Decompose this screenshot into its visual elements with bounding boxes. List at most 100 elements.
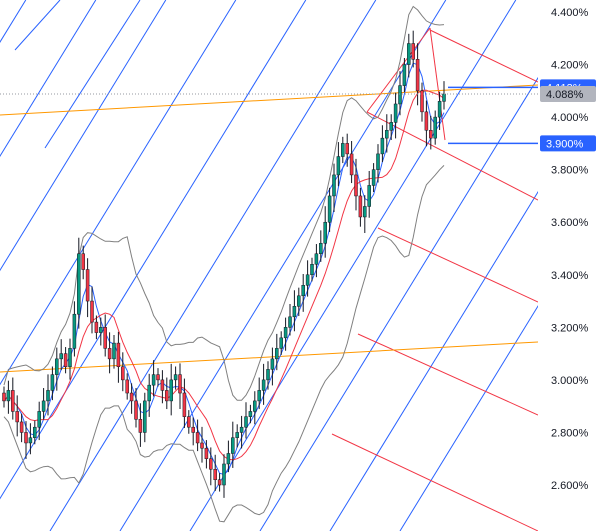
candle-body [402,64,407,86]
candle-body [415,59,420,92]
candle-body [19,421,24,433]
candle-body [420,90,424,113]
pitchfork-red-line[interactable] [429,29,538,83]
horizontal-lines[interactable] [0,86,538,145]
candle-body [429,130,433,139]
candle-body [393,103,398,123]
y-tick-label: 2.800% [551,427,589,439]
y-tick-label: 4.200% [551,60,589,72]
candle-body [235,432,239,438]
pitchfork-parallel-line[interactable] [49,0,377,531]
candle-body [319,242,323,255]
trendline[interactable] [0,341,538,373]
candle-body [327,195,332,223]
candle-body [178,374,182,394]
candle-body [156,374,160,381]
pitchfork-parallel-line[interactable] [0,0,97,531]
candle-body [195,432,200,444]
candle-body [28,437,33,444]
candle-body [147,384,151,402]
moving-average-line [3,62,445,476]
pitchfork-parallel-line[interactable] [0,0,237,531]
candle-body [336,156,341,176]
candle-body [143,400,147,433]
price-tag [540,135,596,152]
pitchfork-median-line[interactable] [366,27,431,113]
trendline[interactable] [0,84,538,116]
y-tick-label: 3.800% [551,165,589,177]
candle-body [349,153,354,176]
candle-body [151,374,156,386]
y-tick-label: 3.400% [551,270,589,282]
candle-body [345,143,349,155]
candle-body [11,390,15,412]
candle-body [367,185,371,207]
candle-body [191,426,195,433]
candle-body [231,437,235,454]
candle-body [15,411,19,423]
bollinger-lower-line [3,165,445,523]
candle-body [222,463,226,486]
pitchfork-parallel-line[interactable] [259,0,586,531]
candle-body [301,285,305,297]
candle-body [68,348,72,368]
candle-body [200,442,204,449]
candle-body [380,137,385,155]
price-tags: 4.113%4.088%3.900% [540,79,596,152]
candle-body [37,411,41,428]
candle-body [173,374,178,381]
pitchfork-red-line[interactable] [331,433,538,531]
pitchfork-line[interactable] [14,0,61,51]
candle-body [129,392,134,402]
candle-body [341,143,345,157]
candle-body [85,269,90,302]
candle-body [33,426,37,438]
pitchfork-parallel-line[interactable] [0,0,27,531]
candle-body [266,369,270,381]
candle-body [385,130,389,139]
pitchfork-line[interactable] [44,0,141,149]
candle-body [41,400,46,412]
pitchfork-red-line[interactable] [357,333,538,416]
candle-body [217,479,222,486]
candle-body [305,274,310,286]
candle-body [160,379,165,391]
candle-body [411,43,415,60]
candle-body [121,366,125,381]
y-tick-label: 3.000% [551,375,589,387]
candle-body [72,313,77,349]
bollinger-bands [3,5,445,523]
candle-body [358,195,363,218]
pitchfork-red-line[interactable] [377,227,538,303]
candle-body [376,153,380,170]
candle-body [354,174,358,197]
candle-body [323,221,327,244]
pitchfork-parallel-line[interactable] [189,0,517,531]
y-tick-label: 3.600% [551,217,589,229]
candlestick-series [2,30,446,498]
candle-body [107,348,112,360]
candle-body [187,416,191,428]
candle-body [314,253,319,265]
candle-body [279,337,283,349]
trendline-drawing[interactable] [0,84,538,373]
candle-body [275,348,279,360]
pitchfork-parallel-line[interactable] [399,0,603,531]
pitchfork-parallel-line[interactable] [0,0,307,531]
candle-body [257,390,261,402]
pitchfork-parallel-line[interactable] [0,0,167,531]
candle-body [6,390,11,402]
candle-body [112,342,116,360]
candle-body [407,43,411,65]
candle-body [424,111,429,131]
pitchfork-median-line[interactable] [429,27,446,141]
candle-body [103,327,107,349]
candle-body [310,264,314,276]
pitchfork-parallel-line[interactable] [119,0,447,531]
candle-body [297,295,301,307]
candle-body [437,101,442,118]
pitchfork-parallel-line[interactable] [329,0,603,531]
